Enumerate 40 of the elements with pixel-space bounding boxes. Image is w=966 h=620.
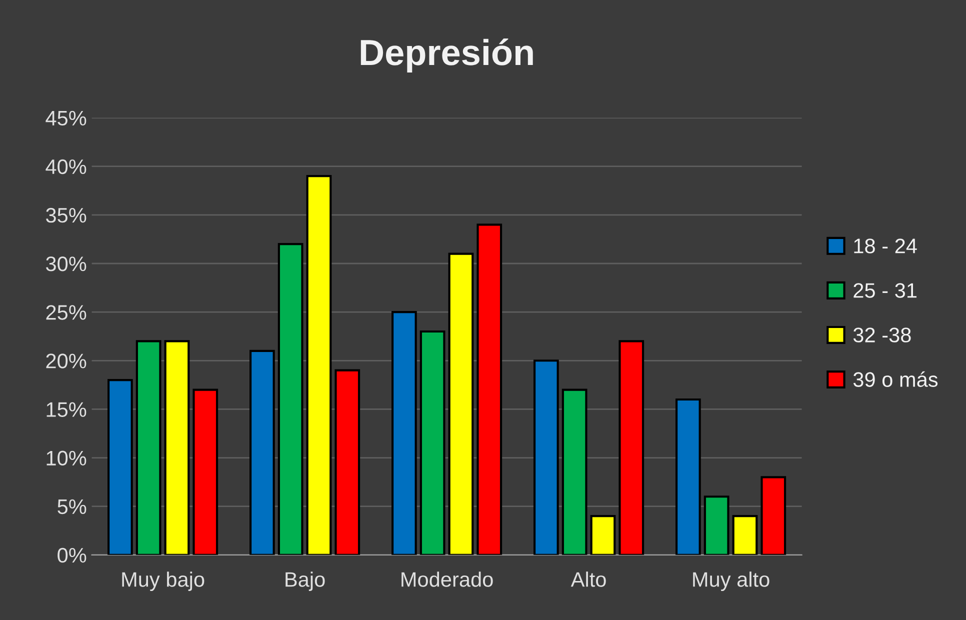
y-tick-label: 20% [46, 354, 86, 368]
y-tick-label: 45% [46, 110, 86, 126]
bar [448, 252, 474, 555]
bar [732, 515, 758, 555]
bar [391, 311, 417, 555]
bar [107, 379, 133, 555]
bar [675, 398, 701, 555]
chart-title: Depresión [360, 38, 533, 73]
bar [164, 340, 190, 555]
bar [533, 360, 559, 555]
bar [136, 340, 162, 555]
x-tick-label: Muy alto [693, 572, 770, 591]
bar [192, 388, 218, 555]
x-tick-label: Bajo [286, 572, 325, 591]
bar [420, 330, 446, 555]
bar [590, 515, 616, 555]
bar [760, 476, 786, 555]
y-tick-label: 5% [58, 499, 86, 514]
bar [278, 243, 304, 555]
bar [618, 340, 644, 555]
x-tick-label: Alto [570, 572, 606, 587]
y-tick-label: 30% [46, 256, 86, 272]
y-tick-label: 40% [46, 159, 86, 174]
x-tick-label: Muy bajo [122, 572, 204, 591]
y-tick-label: 35% [46, 208, 86, 223]
legend-label: 18 - 24 [854, 238, 917, 254]
bar [704, 496, 730, 555]
y-tick-label: 0% [58, 548, 86, 563]
legend-label: 32 -38 [853, 328, 911, 342]
legend-label: 25 - 31 [854, 283, 916, 298]
bar [562, 388, 588, 555]
bar [306, 175, 332, 555]
y-tick-label: 25% [46, 305, 86, 320]
legend-label: 39 o más [853, 371, 938, 387]
y-tick-label: 10% [46, 450, 86, 466]
bar [334, 369, 360, 555]
bar [476, 224, 502, 555]
x-tick-label: Moderado [402, 572, 493, 587]
y-tick-label: 15% [46, 402, 86, 417]
bar [249, 350, 275, 555]
